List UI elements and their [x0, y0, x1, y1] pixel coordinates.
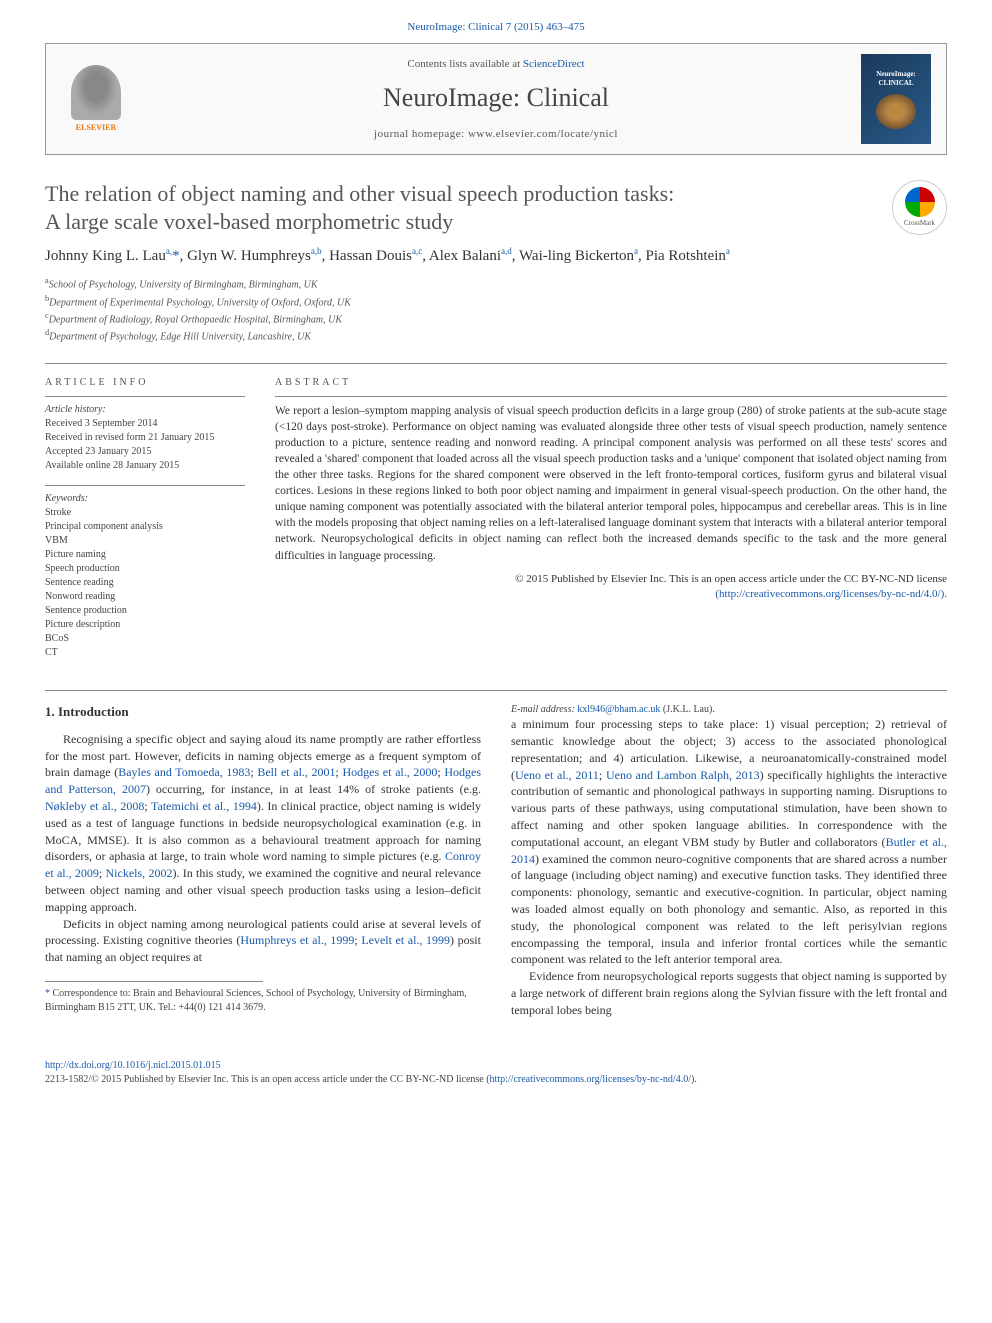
corresp-email[interactable]: kxl946@bham.ac.uk — [577, 704, 660, 715]
homepage-url: www.elsevier.com/locate/ynicl — [468, 128, 618, 140]
accepted-date: Accepted 23 January 2015 — [45, 445, 245, 459]
doi-link[interactable]: http://dx.doi.org/10.1016/j.nicl.2015.01… — [45, 1060, 221, 1071]
affiliation-c: cDepartment of Radiology, Royal Orthopae… — [45, 310, 947, 327]
paragraph-3: a minimum four processing steps to take … — [511, 716, 947, 968]
body-text: 1. Introduction Recognising a specific o… — [45, 703, 947, 1019]
homepage-label: journal homepage: — [374, 128, 468, 140]
keywords-block: Keywords: Stroke Principal component ana… — [45, 485, 245, 660]
revised-date: Received in revised form 21 January 2015 — [45, 431, 245, 445]
abstract-text: We report a lesion–symptom mapping analy… — [275, 396, 947, 603]
homepage-line: journal homepage: www.elsevier.com/locat… — [131, 127, 861, 142]
keyword: Nonword reading — [45, 590, 245, 604]
elsevier-logo: ELSEVIER — [61, 59, 131, 139]
brain-icon — [876, 94, 916, 129]
crossmark-icon — [905, 187, 935, 217]
cover-title-2: CLINICAL — [878, 79, 913, 89]
elsevier-text: ELSEVIER — [76, 122, 116, 133]
received-date: Received 3 September 2014 — [45, 417, 245, 431]
paragraph-1: Recognising a specific object and saying… — [45, 731, 481, 916]
keyword: VBM — [45, 534, 245, 548]
contents-prefix: Contents lists available at — [407, 58, 522, 70]
info-abstract-row: article info Article history: Received 3… — [45, 376, 947, 660]
keyword: Principal component analysis — [45, 520, 245, 534]
email-label: E-mail address: — [511, 704, 577, 715]
keyword: Speech production — [45, 562, 245, 576]
article-title: The relation of object naming and other … — [45, 180, 892, 235]
history-label: Article history: — [45, 403, 245, 417]
footer-close: ). — [691, 1074, 697, 1085]
online-date: Available online 28 January 2015 — [45, 459, 245, 473]
section-head: 1. Introduction — [45, 703, 481, 721]
corresp-suffix: (J.K.L. Lau). — [660, 704, 714, 715]
divider — [45, 363, 947, 364]
abstract-body: We report a lesion–symptom mapping analy… — [275, 405, 947, 562]
keyword: Picture description — [45, 618, 245, 632]
keyword: CT — [45, 646, 245, 660]
info-head: article info — [45, 376, 245, 390]
contents-line: Contents lists available at ScienceDirec… — [131, 57, 861, 72]
header-center: Contents lists available at ScienceDirec… — [131, 57, 861, 142]
title-row: The relation of object naming and other … — [45, 180, 947, 235]
affiliations: aSchool of Psychology, University of Bir… — [45, 275, 947, 344]
keyword: Picture naming — [45, 548, 245, 562]
keyword: BCoS — [45, 632, 245, 646]
sciencedirect-link[interactable]: ScienceDirect — [523, 58, 585, 70]
title-line-2: A large scale voxel-based morphometric s… — [45, 209, 453, 234]
corresp-star: * — [45, 988, 50, 999]
affiliation-b: bDepartment of Experimental Psychology, … — [45, 293, 947, 310]
crossmark-badge[interactable]: CrossMark — [892, 180, 947, 235]
license-block: © 2015 Published by Elsevier Inc. This i… — [275, 572, 947, 603]
keyword: Sentence production — [45, 604, 245, 618]
license-link[interactable]: (http://creativecommons.org/licenses/by-… — [715, 588, 947, 600]
elsevier-tree-icon — [71, 65, 121, 120]
keywords-label: Keywords: — [45, 492, 245, 506]
journal-cover: NeuroImage: CLINICAL — [861, 54, 931, 144]
issn-line: 2213-1582/© 2015 Published by Elsevier I… — [45, 1074, 490, 1085]
abstract-column: abstract We report a lesion–symptom mapp… — [275, 376, 947, 660]
journal-name: NeuroImage: Clinical — [131, 80, 861, 116]
paragraph-2: Deficits in object naming among neurolog… — [45, 916, 481, 966]
title-line-1: The relation of object naming and other … — [45, 181, 674, 206]
keyword: Stroke — [45, 506, 245, 520]
crossmark-label: CrossMark — [904, 219, 935, 229]
footer: http://dx.doi.org/10.1016/j.nicl.2015.01… — [45, 1059, 947, 1087]
divider — [45, 690, 947, 691]
cover-title-1: NeuroImage: — [876, 70, 916, 80]
keyword: Sentence reading — [45, 576, 245, 590]
affiliation-d: dDepartment of Psychology, Edge Hill Uni… — [45, 327, 947, 344]
corresp-text: Correspondence to: Brain and Behavioural… — [45, 988, 467, 1013]
journal-header: ELSEVIER Contents lists available at Sci… — [45, 43, 947, 155]
top-citation: NeuroImage: Clinical 7 (2015) 463–475 — [45, 20, 947, 35]
affiliation-a: aSchool of Psychology, University of Bir… — [45, 275, 947, 292]
article-info: article info Article history: Received 3… — [45, 376, 245, 660]
paragraph-4: Evidence from neuropsychological reports… — [511, 968, 947, 1018]
footer-license-link[interactable]: http://creativecommons.org/licenses/by-n… — [490, 1074, 691, 1085]
license-text: © 2015 Published by Elsevier Inc. This i… — [515, 573, 947, 585]
abstract-head: abstract — [275, 376, 947, 390]
corresp-divider — [45, 981, 263, 982]
authors: Johnny King L. Laua,*, Glyn W. Humphreys… — [45, 245, 947, 267]
history-block: Article history: Received 3 September 20… — [45, 396, 245, 473]
